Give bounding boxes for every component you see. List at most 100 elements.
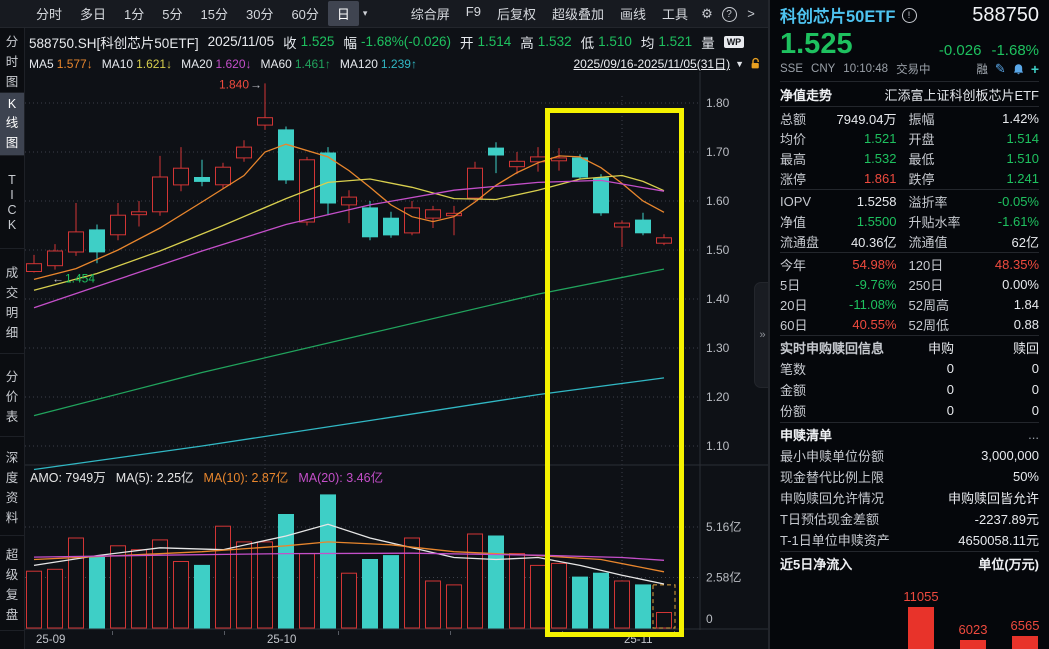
inflow-bar-4 <box>960 640 986 649</box>
toolbar-more-icon[interactable]: > <box>747 6 755 21</box>
toolbar-tab-6[interactable]: 30分 <box>245 7 274 22</box>
ma-legend-ma20: MA20 1.620↓ <box>181 56 252 71</box>
svg-text:1.50: 1.50 <box>706 243 730 257</box>
stat-row: 20日 -11.08% 52周高 1.84 <box>780 296 1039 313</box>
svg-text:1.60: 1.60 <box>706 194 730 208</box>
toolbar-tab-3[interactable]: 1分 <box>124 7 145 22</box>
unlock-icon[interactable] <box>749 57 762 70</box>
date-range-text[interactable]: 2025/09/16-2025/11/05(31日) <box>573 57 731 71</box>
more-ellipsis-icon[interactable]: ... <box>1028 427 1039 442</box>
change-pair: 幅 -1.68%(-0.026) <box>343 34 451 51</box>
subscribe-col1: 申购 <box>927 341 954 356</box>
toolbar-tab-1[interactable]: 分时 <box>36 7 63 22</box>
range-caret-icon[interactable]: ▼ <box>735 58 744 69</box>
stat-row: 今年 54.98% 120日 48.35% <box>780 256 1039 273</box>
svg-text:1.70: 1.70 <box>706 145 730 159</box>
edit-pencil-icon[interactable]: ✎ <box>994 61 1006 76</box>
toolbar-tab-7[interactable]: 60分 <box>291 7 319 22</box>
ma-legend-ma5: MA5 1.577↓ <box>29 56 93 71</box>
toolbar-tab-8[interactable]: 日 <box>327 1 359 26</box>
fund-full-name: 汇添富上证科创板芯片ETF <box>884 87 1039 103</box>
subscribe-row: 份额 0 0 <box>780 403 1039 419</box>
right-panel: 科创芯片50ETF ! 588750 1.525 -0.026 -1.68% S… <box>770 0 1049 649</box>
toolbar-action-2[interactable]: F9 <box>465 4 481 19</box>
range-selector[interactable]: 2025/09/16-2025/11/05(31日) ▼ <box>574 55 769 72</box>
inflow-bar-3 <box>908 607 934 649</box>
meta-row: SSE CNY 10:10:48 交易中 融 ✎ + <box>780 59 1039 82</box>
toolbar-action-5[interactable]: 画线 <box>619 7 646 22</box>
currency-label: CNY <box>811 63 836 75</box>
sidebar-item-7[interactable]: 超级复盘 <box>0 536 24 631</box>
add-plus-icon[interactable]: + <box>1030 61 1039 77</box>
inflow-bar-chart: 11055 6023 6565 <box>780 575 1039 649</box>
x-axis-tick <box>450 631 451 635</box>
alert-bell-icon[interactable] <box>1013 63 1024 75</box>
price-change: -0.026 -1.68% <box>939 42 1039 59</box>
toolbar-action-4[interactable]: 超级叠加 <box>551 7 604 22</box>
toolbar-action-3[interactable]: 后复权 <box>496 7 536 22</box>
subscribe-row: 笔数 0 0 <box>780 361 1039 377</box>
change-percent: -1.68% <box>991 42 1039 59</box>
ma-legend: MA5 1.577↓ MA10 1.621↓ MA20 1.620↓ MA60 1.461↑ M… <box>29 57 417 71</box>
chevrons-icon: » <box>759 329 766 341</box>
redeem-section: 申赎清单 ... 最小申赎单位份额 3,000,000 现金替代比例上限 50% 申购赎… <box>780 423 1039 552</box>
nav-trend-link[interactable]: 净值走势 <box>780 87 833 103</box>
stats-group-2: IOPV 1.5258 溢折率 -0.05% 净值 1.5500 升贴水率 -1.61% 流通盘… <box>780 190 1039 253</box>
stat-row: 净值 1.5500 升贴水率 -1.61% <box>780 213 1039 230</box>
sidebar-item-5[interactable]: 分价表 <box>0 354 24 437</box>
ma-legend-ma120: MA120 1.239↑ <box>339 56 417 71</box>
panel-divider <box>768 0 770 649</box>
x-axis-tick <box>562 631 563 635</box>
avg-pair: 均 1.521 <box>640 34 693 51</box>
trading-status: 交易中 <box>896 64 931 76</box>
stats-group-1: 总额 7949.04万 振幅 1.42% 均价 1.521 开盘 1.514 最高 1.532 最低… <box>780 107 1039 190</box>
stat-row: 60日 40.55% 52周低 0.88 <box>780 316 1039 333</box>
ma-legend-row: MA5 1.577↓ MA10 1.621↓ MA20 1.620↓ MA60 1.461↑ M… <box>25 55 768 72</box>
stock-name: 科创芯片50ETF <box>780 8 896 26</box>
info-circle-icon[interactable]: ! <box>901 7 917 23</box>
svg-text:1.80: 1.80 <box>706 96 730 110</box>
toolbar-right: 综合屏 F9 后复权 超级叠加 画线 工具 ⚙ ? > <box>403 1 768 26</box>
quote-info-bar: 588750.SH[科创芯片50ETF] 2025/11/05 收 1.525 幅… <box>25 28 768 55</box>
sidebar-item-6[interactable]: 深度资料 <box>0 437 24 536</box>
svg-text:1.30: 1.30 <box>706 341 730 355</box>
x-axis-label-25-10: 25-10 <box>267 634 297 646</box>
redeem-title: 申赎清单 <box>780 428 833 443</box>
symbol-name: 588750.SH[科创芯片50ETF] <box>29 35 199 51</box>
toolbar-tab-4[interactable]: 5分 <box>162 7 183 22</box>
subscribe-col2: 赎回 <box>1012 341 1039 356</box>
inflow-bar-5 <box>1012 636 1038 649</box>
settings-gear-icon[interactable]: ⚙ <box>701 5 713 21</box>
stat-row: IOPV 1.5258 溢折率 -0.05% <box>780 193 1039 210</box>
sidebar-item-1[interactable]: 分时图 <box>0 28 24 93</box>
panel-collapse-handle[interactable]: » <box>754 282 770 388</box>
inflow-header: 近5日净流入 单位(万元) <box>780 552 1039 575</box>
redeem-row: T-1日单位申赎资产 4650058.11元 <box>780 533 1039 548</box>
wp-badge-icon[interactable]: WP <box>723 35 745 48</box>
stat-row: 最高 1.532 最低 1.510 <box>780 150 1039 167</box>
exchange-label: SSE <box>780 63 804 75</box>
toolbar-tabs: 分时 多日 1分 5分 15分 30分 60分日 ▾ <box>27 1 371 26</box>
period-dropdown-caret[interactable]: ▾ <box>362 8 368 18</box>
x-axis: 25-09 25-10 25-11 <box>25 631 768 649</box>
toolbar-action-6[interactable]: 工具 <box>661 7 688 22</box>
svg-text:1.40: 1.40 <box>706 292 730 306</box>
help-icon[interactable]: ? <box>718 5 740 22</box>
x-axis-label-25-11: 25-11 <box>624 634 653 646</box>
toolbar-tab-2[interactable]: 多日 <box>80 7 107 22</box>
svg-text:←: ← <box>52 272 64 286</box>
svg-text:1.840: 1.840 <box>219 77 249 91</box>
redeem-header: 申赎清单 ... <box>780 424 1039 445</box>
redeem-row: 现金替代比例上限 50% <box>780 469 1039 485</box>
sidebar-item-4[interactable]: 成交明细 <box>0 249 24 354</box>
toolbar-tab-5[interactable]: 15分 <box>200 7 228 22</box>
toolbar-action-1[interactable]: 综合屏 <box>410 7 450 22</box>
stock-header: 科创芯片50ETF ! 588750 <box>780 0 1039 27</box>
stats-group-3: 今年 54.98% 120日 48.35% 5日 -9.76% 250日 0.00% 20日 -1… <box>780 253 1039 336</box>
kline-chart[interactable]: 1.80 1.70 1.60 1.50 1.40 1.30 1.20 1.10 5.16亿 2.5… <box>25 72 768 630</box>
x-axis-tick <box>112 631 113 635</box>
stat-row: 流通盘 40.36亿 流通值 62亿 <box>780 234 1039 250</box>
